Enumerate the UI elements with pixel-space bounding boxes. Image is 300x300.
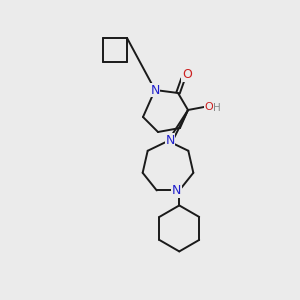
Text: H: H [213,103,221,113]
Text: N: N [165,134,175,146]
Text: O: O [182,68,192,82]
Text: O: O [205,102,213,112]
Text: N: N [172,184,181,197]
Text: N: N [150,83,160,97]
